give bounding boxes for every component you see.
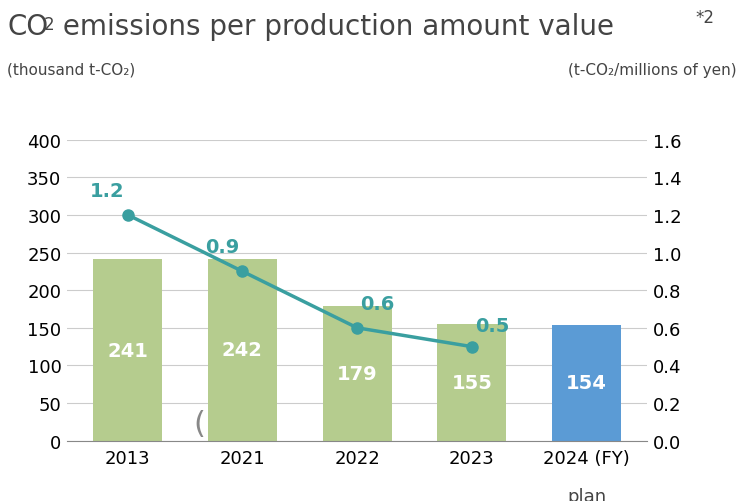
Bar [552,325,621,441]
Text: (: ( [193,409,205,438]
Text: 179: 179 [337,364,377,383]
Text: 154: 154 [566,374,607,392]
Text: emissions per production amount value: emissions per production amount value [54,13,614,41]
Bar [437,325,506,441]
Text: 0.9: 0.9 [205,238,239,257]
Text: plan: plan [567,487,606,501]
Bar [208,259,277,441]
Text: 1.2: 1.2 [90,181,124,200]
Text: 0.5: 0.5 [475,317,510,336]
Text: 241: 241 [107,341,148,360]
Text: 155: 155 [452,373,493,392]
Bar [323,306,391,441]
Text: CO: CO [7,13,48,41]
Bar [93,260,162,441]
Text: 2: 2 [44,16,54,34]
Text: 0.6: 0.6 [361,294,395,313]
Text: *2: *2 [696,9,715,27]
Text: 242: 242 [222,341,263,359]
Text: (t-CO₂/millions of yen): (t-CO₂/millions of yen) [568,63,737,78]
Text: (thousand t-CO₂): (thousand t-CO₂) [7,63,135,78]
